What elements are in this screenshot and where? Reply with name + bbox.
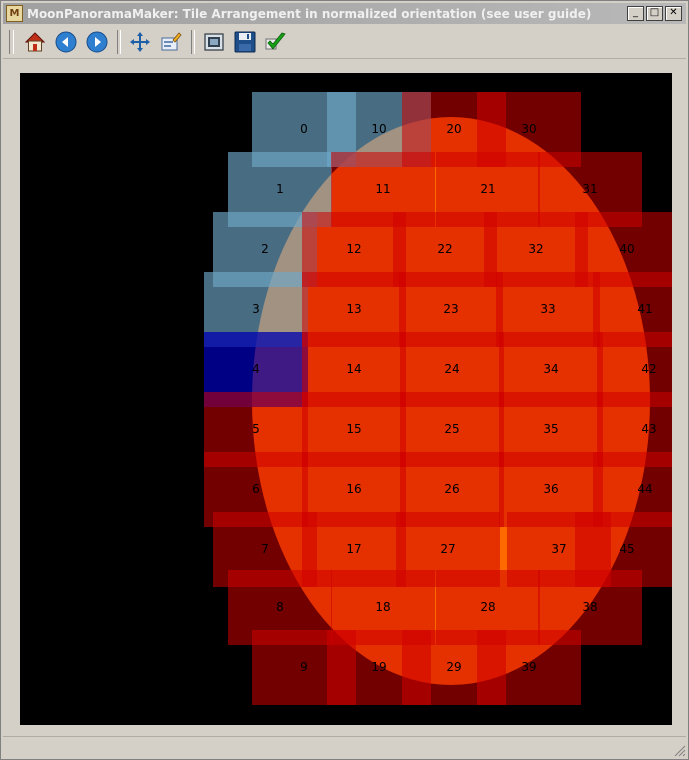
confirm-icon: [265, 32, 286, 50]
maximize-button[interactable]: □: [646, 6, 663, 21]
tile-label: 44: [637, 482, 653, 496]
forward-button[interactable]: [84, 29, 110, 55]
tile-39[interactable]: [477, 629, 581, 705]
tile-label: 16: [346, 482, 362, 496]
title-bar[interactable]: M MoonPanoramaMaker: Tile Arrangement in…: [3, 3, 686, 24]
tile-label: 23: [443, 302, 459, 316]
tile-label: 33: [540, 302, 556, 316]
save-button[interactable]: [232, 29, 258, 55]
toolbar: [3, 26, 686, 59]
save-icon: [234, 31, 256, 53]
tile-label: 32: [528, 242, 544, 256]
window-title: MoonPanoramaMaker: Tile Arrangement in n…: [27, 6, 592, 21]
configure-button[interactable]: [201, 29, 227, 55]
status-bar: [3, 736, 686, 757]
tile-label: 41: [637, 302, 653, 316]
tile-45[interactable]: [575, 511, 672, 587]
tile-label: 8: [276, 600, 284, 614]
tile-arrangement-plot[interactable]: 0 1 2 3 4 5 6 7 8 9 10 11 12 13 14 15 16 17 18 19 20 21 22 23 24…: [20, 73, 672, 725]
tile-label: 11: [375, 182, 391, 196]
app-icon: M: [6, 5, 23, 22]
tile-label: 10: [371, 122, 387, 136]
home-icon: [24, 32, 46, 52]
edit-icon: [161, 32, 182, 51]
tile-label: 30: [521, 122, 537, 136]
tile-label: 37: [551, 542, 567, 556]
tile-label: 29: [446, 660, 462, 674]
forward-icon: [86, 31, 108, 53]
tile-label: 26: [444, 482, 460, 496]
tile-label: 1: [276, 182, 284, 196]
tile-label: 35: [543, 422, 559, 436]
tile-label: 45: [619, 542, 635, 556]
tile-label: 36: [543, 482, 559, 496]
tile-label: 9: [300, 660, 308, 674]
tile-label: 40: [619, 242, 635, 256]
pan-button[interactable]: [127, 29, 153, 55]
tile-label: 31: [582, 182, 598, 196]
tile-label: 25: [444, 422, 460, 436]
pan-icon: [130, 32, 150, 52]
confirm-button[interactable]: [263, 29, 289, 55]
tile-label: 7: [261, 542, 269, 556]
tile-label: 20: [446, 122, 462, 136]
tile-label: 3: [252, 302, 260, 316]
tile-label: 5: [252, 422, 260, 436]
tile-label: 38: [582, 600, 598, 614]
tile-label: 34: [543, 362, 559, 376]
tile-label: 13: [346, 302, 362, 316]
tile-label: 4: [252, 362, 260, 376]
back-icon: [55, 31, 77, 53]
back-button[interactable]: [53, 29, 79, 55]
tile-label: 15: [346, 422, 362, 436]
tile-label: 42: [641, 362, 657, 376]
edit-button[interactable]: [158, 29, 184, 55]
tile-label: 0: [300, 122, 308, 136]
tile-label: 17: [346, 542, 362, 556]
minimize-button[interactable]: _: [627, 6, 644, 21]
close-button[interactable]: ✕: [665, 6, 682, 21]
tile-label: 28: [480, 600, 496, 614]
tile-label: 14: [346, 362, 362, 376]
tile-label: 39: [521, 660, 537, 674]
tile-label: 27: [440, 542, 456, 556]
tile-label: 21: [480, 182, 496, 196]
home-button[interactable]: [22, 29, 48, 55]
tile-label: 18: [375, 600, 391, 614]
tile-label: 24: [444, 362, 460, 376]
tile-label: 12: [346, 242, 362, 256]
tile-label: 43: [641, 422, 657, 436]
configure-icon: [204, 33, 224, 51]
toolbar-grip[interactable]: [9, 30, 14, 54]
toolbar-separator: [117, 30, 121, 54]
tile-label: 19: [371, 660, 387, 674]
resize-grip-icon[interactable]: [674, 745, 686, 757]
tile-label: 22: [437, 242, 453, 256]
tile-label: 6: [252, 482, 260, 496]
toolbar-separator: [191, 30, 195, 54]
tile-label: 2: [261, 242, 269, 256]
